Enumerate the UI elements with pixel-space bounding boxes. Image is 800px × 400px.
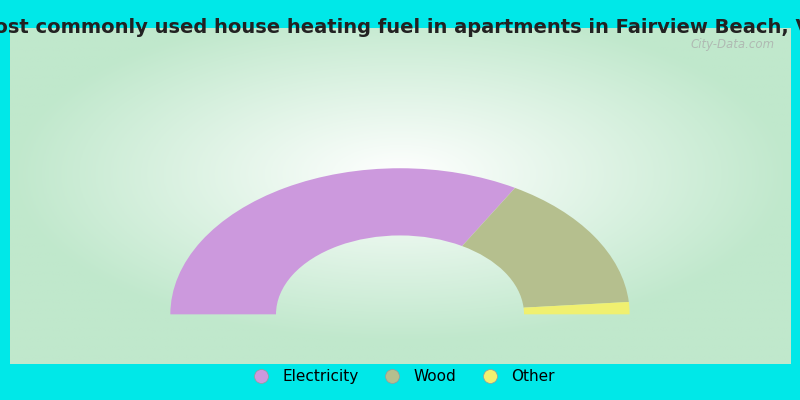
Text: Most commonly used house heating fuel in apartments in Fairview Beach, VA: Most commonly used house heating fuel in… (0, 18, 800, 37)
Legend: Electricity, Wood, Other: Electricity, Wood, Other (239, 363, 561, 390)
Text: City-Data.com: City-Data.com (690, 38, 774, 51)
Wedge shape (523, 302, 630, 314)
Wedge shape (170, 168, 515, 314)
Wedge shape (462, 188, 629, 308)
